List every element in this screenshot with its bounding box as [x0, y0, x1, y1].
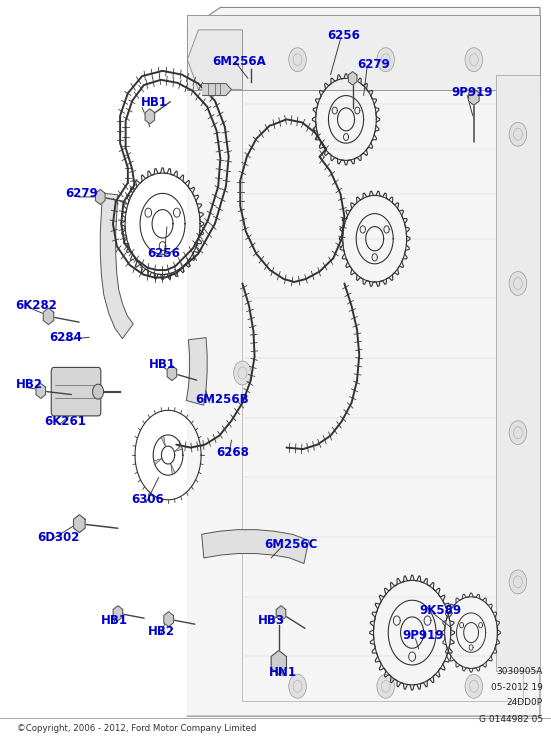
Text: 6K282: 6K282	[15, 299, 57, 313]
Polygon shape	[202, 530, 309, 563]
Polygon shape	[187, 30, 242, 90]
Circle shape	[465, 48, 483, 72]
Circle shape	[289, 48, 306, 72]
Polygon shape	[468, 89, 479, 105]
Polygon shape	[74, 515, 85, 533]
FancyBboxPatch shape	[187, 15, 540, 90]
Polygon shape	[171, 463, 175, 474]
Text: 6D302: 6D302	[37, 530, 80, 544]
Text: 6256: 6256	[327, 29, 360, 43]
Polygon shape	[113, 606, 123, 621]
Circle shape	[509, 570, 527, 594]
Polygon shape	[186, 338, 207, 405]
Polygon shape	[100, 193, 133, 339]
Circle shape	[377, 674, 395, 698]
Text: 9P919: 9P919	[402, 629, 444, 642]
Polygon shape	[36, 383, 46, 398]
Text: ©Copyright, 2006 - 2012, Ford Motor Company Limited: ©Copyright, 2006 - 2012, Ford Motor Comp…	[17, 724, 256, 733]
FancyBboxPatch shape	[51, 368, 101, 416]
Circle shape	[234, 361, 251, 385]
Text: 6279: 6279	[357, 58, 390, 72]
Text: HB2: HB2	[15, 378, 42, 392]
Text: 9K589: 9K589	[420, 604, 462, 617]
Circle shape	[289, 674, 306, 698]
Circle shape	[377, 48, 395, 72]
Text: HB1: HB1	[149, 357, 176, 371]
Text: 6306: 6306	[131, 493, 164, 507]
Text: 3030905A: 3030905A	[496, 667, 543, 676]
Polygon shape	[276, 606, 286, 621]
Text: 6M256C: 6M256C	[264, 538, 318, 551]
Text: 24DD0P: 24DD0P	[506, 698, 543, 707]
Text: HB1: HB1	[101, 614, 128, 627]
Text: 6279: 6279	[65, 187, 98, 201]
Polygon shape	[145, 109, 155, 124]
Text: HN1: HN1	[269, 666, 297, 680]
Polygon shape	[43, 308, 54, 325]
Circle shape	[465, 674, 483, 698]
Text: 05-2012 19: 05-2012 19	[491, 683, 543, 692]
Circle shape	[509, 272, 527, 295]
Polygon shape	[348, 72, 357, 85]
Text: 6M256A: 6M256A	[212, 54, 266, 68]
Circle shape	[93, 384, 104, 399]
Text: 6284: 6284	[50, 330, 83, 344]
Text: HB2: HB2	[148, 624, 175, 638]
Text: HB3: HB3	[258, 614, 285, 627]
Text: 6256: 6256	[148, 247, 181, 260]
Polygon shape	[95, 189, 105, 204]
Text: 9P919: 9P919	[452, 86, 493, 99]
Circle shape	[509, 421, 527, 445]
Polygon shape	[187, 7, 540, 716]
Text: 6268: 6268	[217, 445, 250, 459]
Polygon shape	[203, 84, 231, 95]
Circle shape	[509, 122, 527, 146]
Polygon shape	[167, 366, 177, 380]
Bar	[496, 75, 540, 671]
Text: 6K261: 6K261	[44, 415, 86, 428]
Polygon shape	[161, 436, 165, 447]
Text: 6M256B: 6M256B	[196, 393, 249, 407]
Polygon shape	[164, 612, 174, 627]
Polygon shape	[174, 445, 182, 451]
Text: HB1: HB1	[141, 96, 168, 110]
Text: G 0144982 05: G 0144982 05	[479, 715, 543, 724]
Polygon shape	[154, 459, 162, 465]
Polygon shape	[271, 651, 287, 674]
